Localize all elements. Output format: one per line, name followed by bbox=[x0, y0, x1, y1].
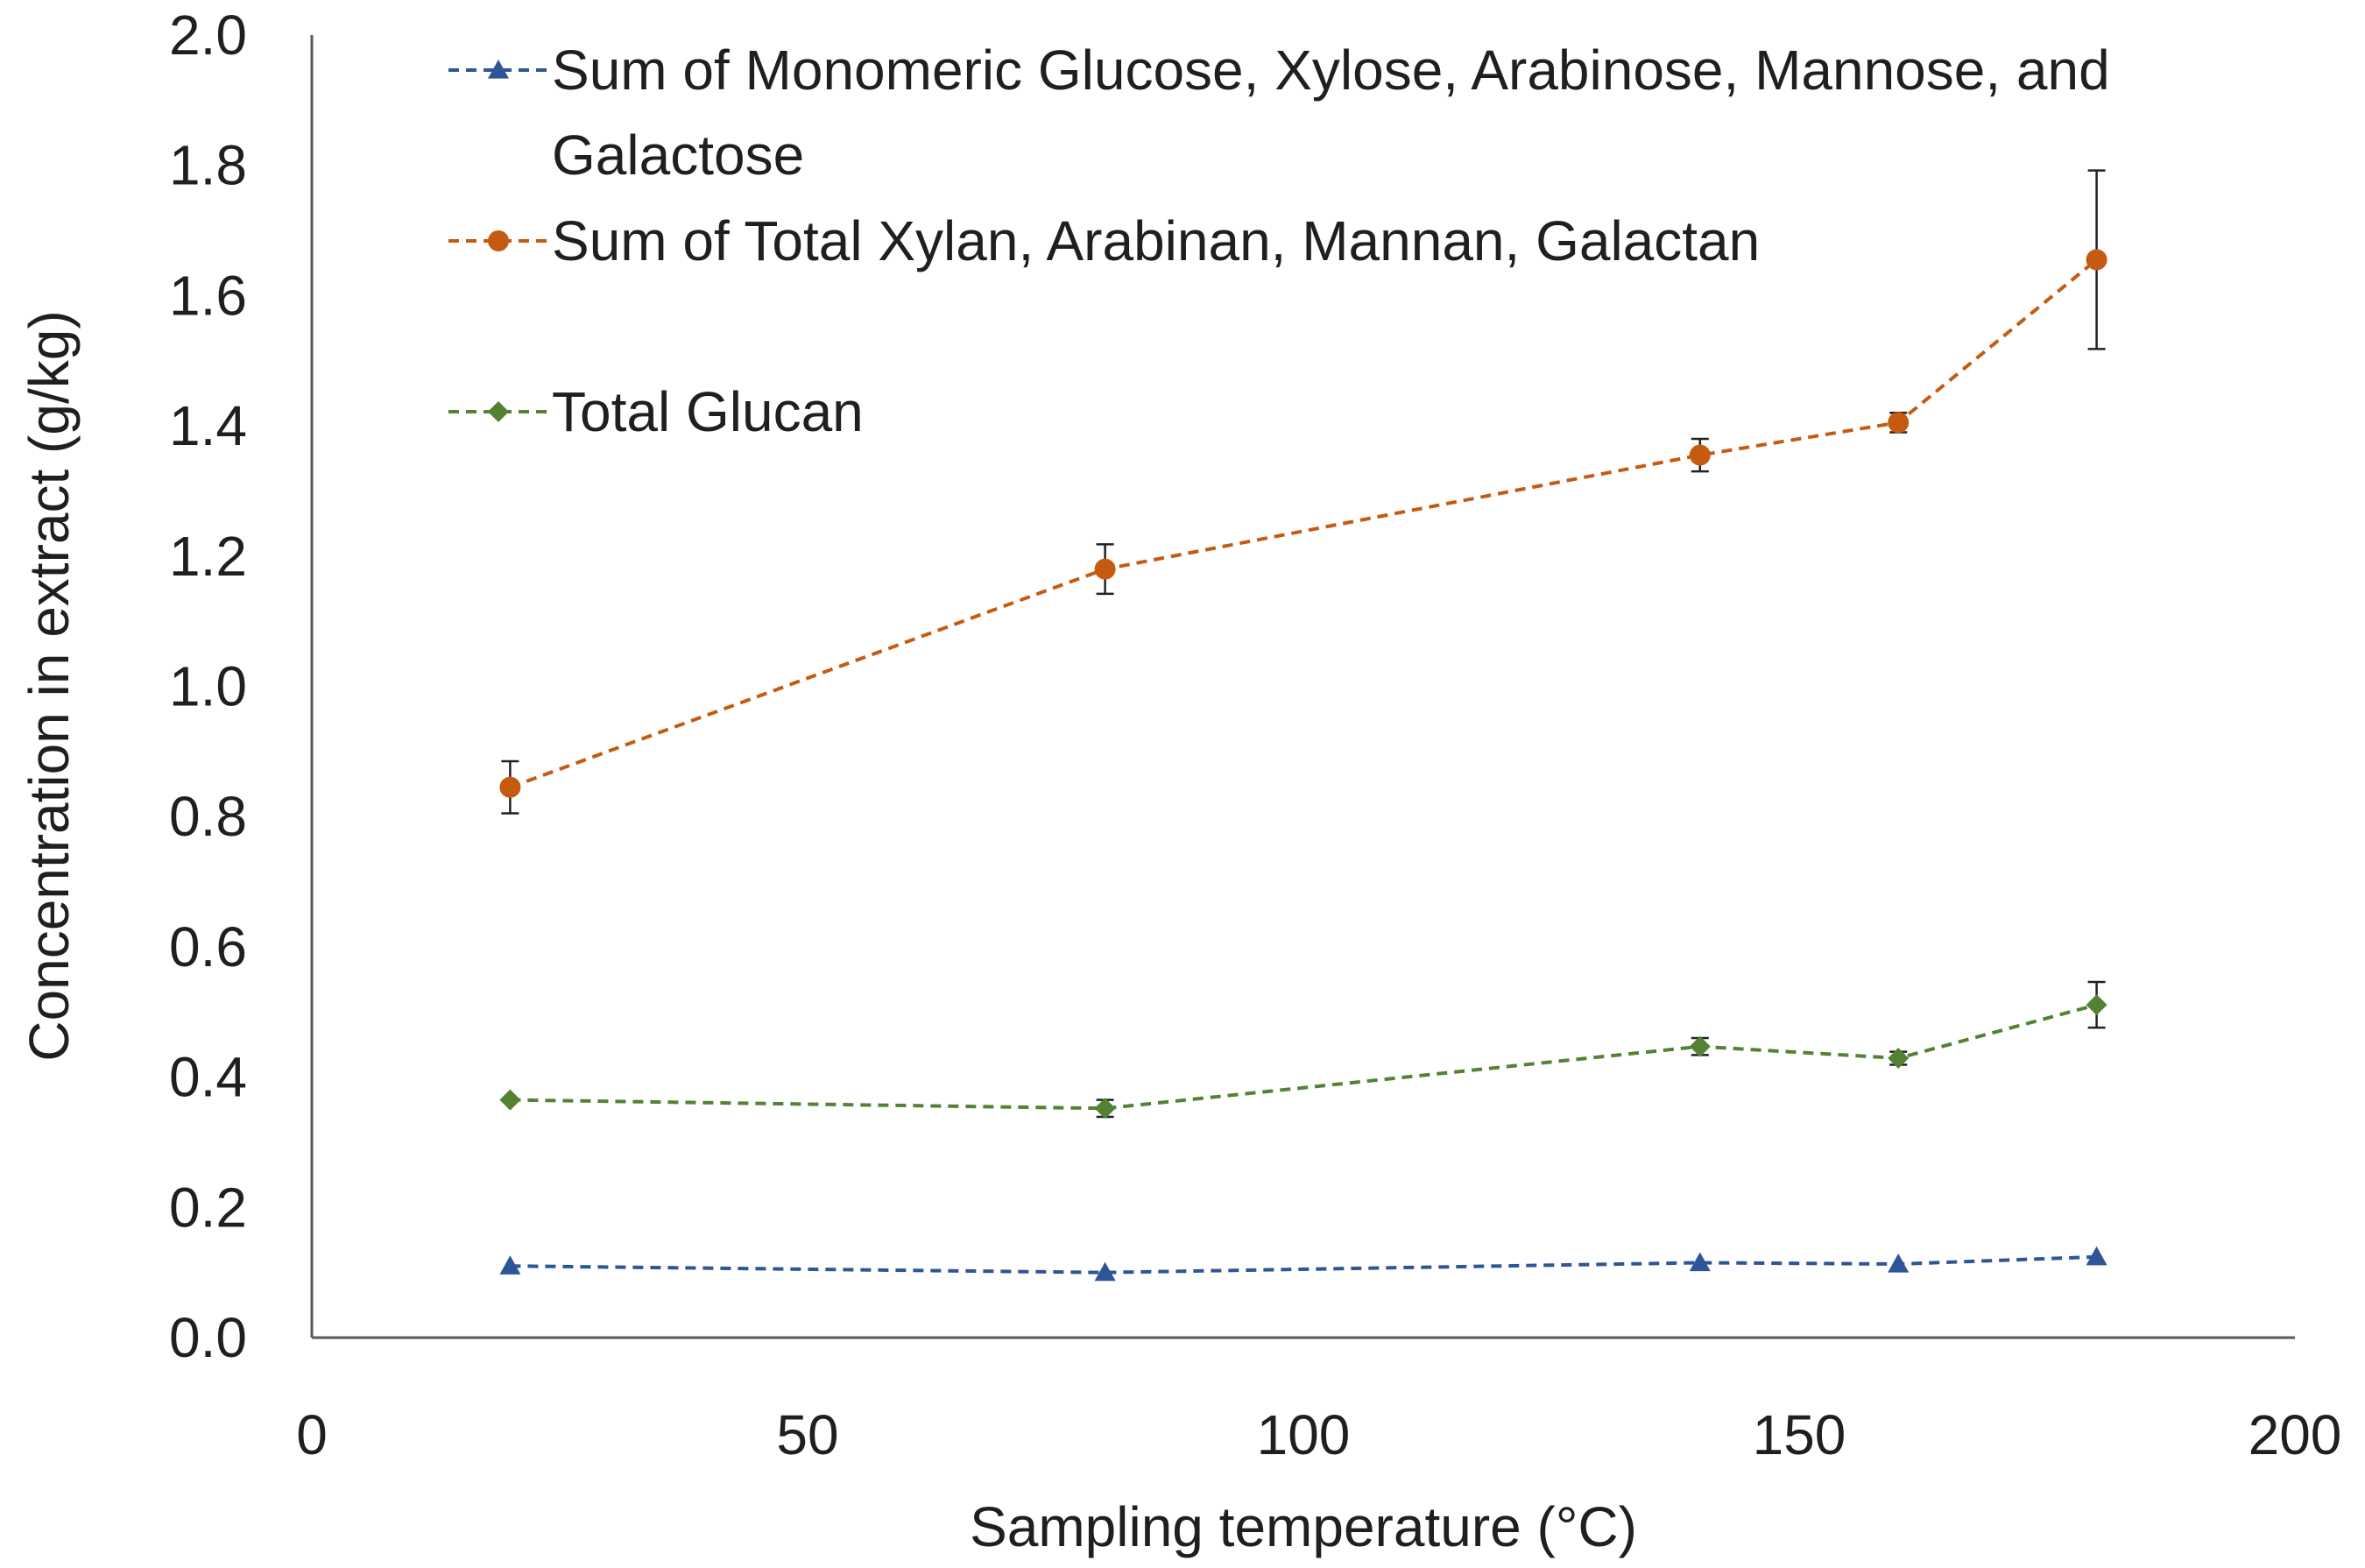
data-point bbox=[1094, 1098, 1116, 1119]
legend-label: Sum of Monomeric Glucose, Xylose, Arabin… bbox=[552, 39, 2110, 102]
data-point bbox=[2086, 249, 2107, 271]
data-point bbox=[1888, 1253, 1910, 1273]
series-line bbox=[509, 258, 2098, 789]
legend-label: Sum of Total Xylan, Arabinan, Mannan, Ga… bbox=[552, 209, 1760, 272]
x-axis-title: Sampling temperature (°C) bbox=[970, 1495, 1637, 1558]
y-axis-title: Concentration in extract (g/kg) bbox=[18, 310, 81, 1061]
data-point bbox=[2086, 1246, 2107, 1266]
y-tick-label: 1.6 bbox=[169, 264, 247, 327]
series-circle bbox=[499, 169, 2107, 815]
series-layer bbox=[499, 169, 2107, 1282]
data-point bbox=[499, 776, 521, 798]
data-point bbox=[1689, 444, 1711, 466]
y-tick-label: 1.2 bbox=[169, 525, 247, 588]
y-tick-label: 2.0 bbox=[169, 4, 247, 67]
series-line bbox=[510, 1003, 2098, 1111]
x-tick-label: 100 bbox=[1257, 1403, 1351, 1466]
data-point bbox=[499, 1255, 521, 1275]
legend-marker bbox=[488, 401, 509, 422]
data-point bbox=[1689, 1252, 1711, 1272]
y-tick-label: 0.0 bbox=[169, 1306, 247, 1369]
series-triangle bbox=[499, 1246, 2107, 1282]
data-point bbox=[499, 1089, 521, 1111]
legend-entry: Sum of Total Xylan, Arabinan, Mannan, Ga… bbox=[448, 209, 1760, 272]
data-point bbox=[1094, 558, 1116, 580]
y-tick-label: 0.4 bbox=[169, 1046, 247, 1109]
y-tick-label: 0.6 bbox=[169, 915, 247, 978]
legend: Sum of Monomeric Glucose, Xylose, Arabin… bbox=[448, 39, 2110, 443]
data-point bbox=[1888, 412, 1910, 434]
legend-label: Total Glucan bbox=[552, 380, 864, 443]
y-tick-label: 1.4 bbox=[169, 394, 247, 457]
y-ticks: 0.0 0.2 0.4 0.6 0.8 1.0 1.2 1.4 1.6 1.8 2.0 bbox=[169, 4, 247, 1369]
y-tick-label: 1.0 bbox=[169, 655, 247, 718]
legend-label: Galactose bbox=[552, 124, 804, 187]
data-point bbox=[1689, 1035, 1711, 1057]
legend-entry: Sum of Monomeric Glucose, Xylose, Arabin… bbox=[448, 39, 2110, 187]
x-tick-label: 50 bbox=[776, 1403, 838, 1466]
x-ticks: 0 50 100 150 200 bbox=[296, 1403, 2341, 1466]
x-tick-label: 200 bbox=[2249, 1403, 2342, 1466]
axes bbox=[310, 35, 2295, 1339]
series-diamond bbox=[499, 980, 2107, 1119]
data-point bbox=[2086, 994, 2107, 1016]
legend-marker bbox=[488, 230, 509, 251]
data-point bbox=[1888, 1048, 1910, 1070]
x-tick-label: 0 bbox=[296, 1403, 328, 1466]
data-point bbox=[1094, 1261, 1116, 1282]
legend-marker bbox=[488, 60, 509, 79]
x-tick-label: 150 bbox=[1753, 1403, 1846, 1466]
y-tick-label: 0.8 bbox=[169, 785, 247, 848]
legend-entry: Total Glucan bbox=[448, 380, 864, 443]
series-line bbox=[510, 1254, 2097, 1275]
y-tick-label: 0.2 bbox=[169, 1176, 247, 1239]
y-tick-label: 1.8 bbox=[169, 134, 247, 197]
